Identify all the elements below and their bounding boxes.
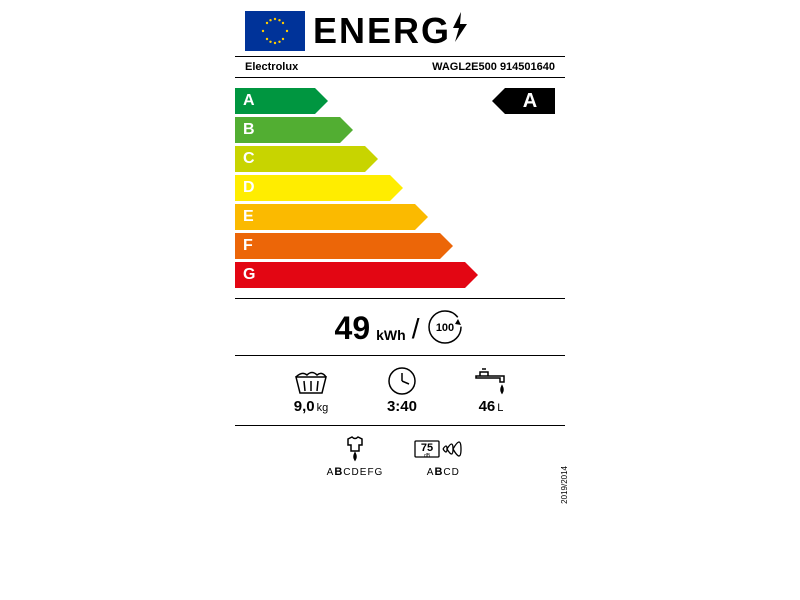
eu-flag-icon bbox=[245, 11, 305, 51]
kwh-unit: kWh bbox=[376, 327, 406, 347]
rating-badge: A bbox=[492, 88, 555, 114]
cycles-icon: 100 bbox=[425, 307, 465, 347]
pictogram-row-2: ABCDEFG 75 dB ABCD bbox=[235, 426, 565, 486]
consumption-row: 49 kWh / 100 bbox=[235, 298, 565, 356]
header: ENERG bbox=[235, 10, 565, 56]
noise-scale: ABCD bbox=[427, 466, 460, 478]
pictogram-row-1: 9,0 kg 3:40 bbox=[235, 356, 565, 426]
capacity-unit: kg bbox=[317, 402, 329, 414]
spin-class-picto: ABCDEFG bbox=[327, 434, 384, 478]
duration-value: 3:40 bbox=[387, 398, 417, 415]
model-info: WAGL2E500 914501640 bbox=[432, 61, 555, 73]
energy-text: ENERG bbox=[313, 10, 451, 52]
spin-scale: ABCDEFG bbox=[327, 466, 384, 478]
water-value: 46 bbox=[479, 398, 496, 415]
efficiency-bars: ABCDEFG bbox=[235, 88, 555, 288]
efficiency-bar-f: F bbox=[235, 233, 555, 259]
svg-text:100: 100 bbox=[436, 322, 454, 334]
svg-text:dB: dB bbox=[424, 453, 431, 459]
clock-icon bbox=[387, 366, 417, 396]
tap-icon bbox=[474, 366, 508, 396]
efficiency-bar-d: D bbox=[235, 175, 555, 201]
shirt-drip-icon bbox=[340, 434, 370, 464]
efficiency-bar-c: C bbox=[235, 146, 555, 172]
efficiency-bar-g: G bbox=[235, 262, 555, 288]
badge-arrow-icon bbox=[492, 88, 505, 114]
capacity-picto: 9,0 kg bbox=[292, 366, 330, 415]
slash: / bbox=[412, 313, 420, 347]
energy-label: ENERG Electrolux WAGL2E500 914501640 ABC… bbox=[235, 10, 565, 486]
efficiency-bar-e: E bbox=[235, 204, 555, 230]
regulation-text: 2019/2014 bbox=[560, 466, 569, 504]
noise-icon: 75 dB bbox=[413, 434, 473, 464]
noise-picto: 75 dB ABCD bbox=[413, 434, 473, 478]
kwh-value: 49 bbox=[335, 310, 371, 347]
efficiency-bar-b: B bbox=[235, 117, 555, 143]
rating-letter: A bbox=[505, 88, 555, 114]
energy-title: ENERG bbox=[313, 10, 471, 52]
basket-icon bbox=[292, 366, 330, 396]
rating-area: ABCDEFG A bbox=[235, 78, 565, 298]
duration-picto: 3:40 bbox=[387, 366, 417, 415]
water-unit: L bbox=[497, 402, 503, 414]
brand-name: Electrolux bbox=[245, 61, 298, 73]
water-picto: 46 L bbox=[474, 366, 508, 415]
bolt-icon bbox=[449, 12, 471, 50]
brand-row: Electrolux WAGL2E500 914501640 bbox=[235, 56, 565, 78]
capacity-value: 9,0 bbox=[294, 398, 315, 415]
